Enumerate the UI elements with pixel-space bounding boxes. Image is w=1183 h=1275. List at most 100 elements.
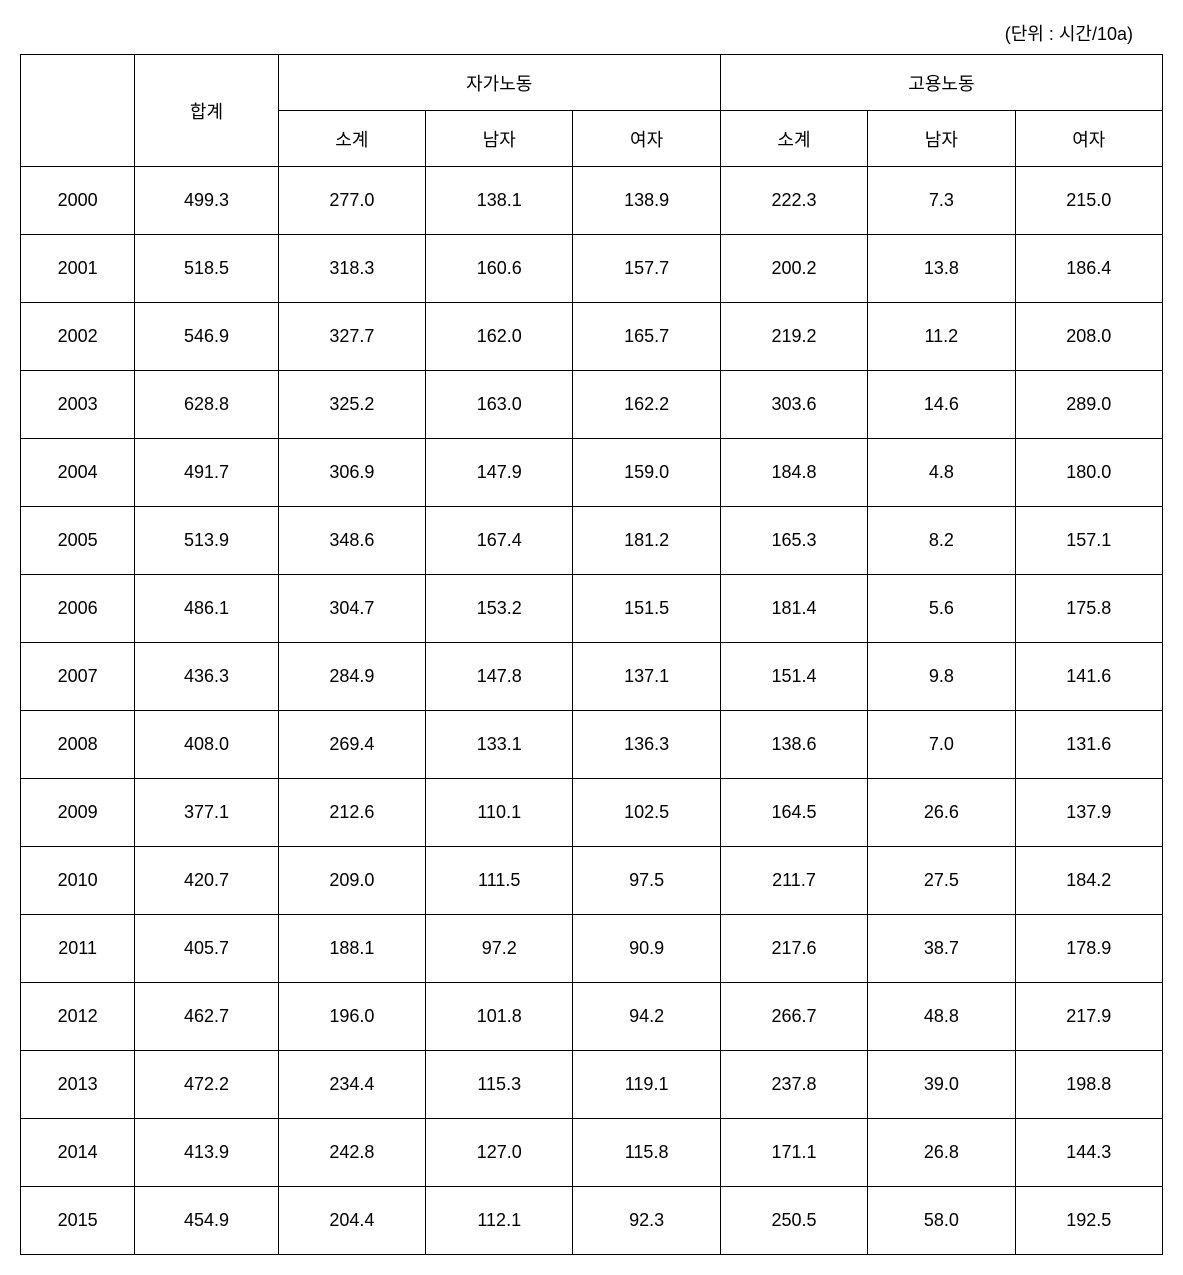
- header-blank: [21, 55, 135, 167]
- cell-g1-female: 115.8: [573, 1119, 720, 1187]
- cell-g1-female: 119.1: [573, 1051, 720, 1119]
- cell-total: 413.9: [135, 1119, 278, 1187]
- cell-g1-male: 160.6: [426, 235, 573, 303]
- table-row: 2008408.0269.4133.1136.3138.67.0131.6: [21, 711, 1163, 779]
- table-body: 2000499.3277.0138.1138.9222.37.3215.0200…: [21, 167, 1163, 1255]
- cell-total: 377.1: [135, 779, 278, 847]
- cell-g2-male: 48.8: [868, 983, 1015, 1051]
- cell-g2-female: 289.0: [1015, 371, 1162, 439]
- cell-g2-female: 141.6: [1015, 643, 1162, 711]
- cell-g2-male: 7.3: [868, 167, 1015, 235]
- cell-g2-subtotal: 219.2: [720, 303, 867, 371]
- cell-g2-female: 175.8: [1015, 575, 1162, 643]
- cell-total: 491.7: [135, 439, 278, 507]
- table-row: 2011405.7188.197.290.9217.638.7178.9: [21, 915, 1163, 983]
- header-group2: 고용노동: [720, 55, 1162, 111]
- cell-g2-male: 9.8: [868, 643, 1015, 711]
- cell-g1-female: 136.3: [573, 711, 720, 779]
- cell-g1-subtotal: 318.3: [278, 235, 425, 303]
- header-group1: 자가노동: [278, 55, 720, 111]
- cell-g2-subtotal: 181.4: [720, 575, 867, 643]
- cell-g1-subtotal: 306.9: [278, 439, 425, 507]
- cell-total: 518.5: [135, 235, 278, 303]
- cell-g2-male: 26.8: [868, 1119, 1015, 1187]
- cell-g1-male: 163.0: [426, 371, 573, 439]
- table-row: 2012462.7196.0101.894.2266.748.8217.9: [21, 983, 1163, 1051]
- cell-g2-female: 137.9: [1015, 779, 1162, 847]
- cell-g1-subtotal: 284.9: [278, 643, 425, 711]
- cell-g2-male: 27.5: [868, 847, 1015, 915]
- cell-g2-subtotal: 266.7: [720, 983, 867, 1051]
- cell-g2-female: 208.0: [1015, 303, 1162, 371]
- cell-year: 2007: [21, 643, 135, 711]
- cell-g1-subtotal: 209.0: [278, 847, 425, 915]
- cell-year: 2009: [21, 779, 135, 847]
- header-g2-male: 남자: [868, 111, 1015, 167]
- table-row: 2000499.3277.0138.1138.9222.37.3215.0: [21, 167, 1163, 235]
- cell-g2-male: 26.6: [868, 779, 1015, 847]
- cell-g2-subtotal: 303.6: [720, 371, 867, 439]
- cell-g2-female: 215.0: [1015, 167, 1162, 235]
- cell-g2-subtotal: 164.5: [720, 779, 867, 847]
- cell-g2-female: 198.8: [1015, 1051, 1162, 1119]
- table-row: 2006486.1304.7153.2151.5181.45.6175.8: [21, 575, 1163, 643]
- cell-g2-female: 144.3: [1015, 1119, 1162, 1187]
- header-g2-subtotal: 소계: [720, 111, 867, 167]
- cell-g2-subtotal: 222.3: [720, 167, 867, 235]
- cell-g1-female: 138.9: [573, 167, 720, 235]
- cell-g1-male: 133.1: [426, 711, 573, 779]
- cell-g2-male: 8.2: [868, 507, 1015, 575]
- header-g2-female: 여자: [1015, 111, 1162, 167]
- cell-g1-female: 92.3: [573, 1187, 720, 1255]
- cell-g2-subtotal: 171.1: [720, 1119, 867, 1187]
- cell-year: 2001: [21, 235, 135, 303]
- table-row: 2007436.3284.9147.8137.1151.49.8141.6: [21, 643, 1163, 711]
- cell-total: 472.2: [135, 1051, 278, 1119]
- cell-g1-female: 159.0: [573, 439, 720, 507]
- cell-year: 2003: [21, 371, 135, 439]
- cell-g1-male: 101.8: [426, 983, 573, 1051]
- cell-g1-subtotal: 196.0: [278, 983, 425, 1051]
- table-row: 2015454.9204.4112.192.3250.558.0192.5: [21, 1187, 1163, 1255]
- cell-year: 2010: [21, 847, 135, 915]
- cell-total: 513.9: [135, 507, 278, 575]
- table-row: 2005513.9348.6167.4181.2165.38.2157.1: [21, 507, 1163, 575]
- cell-g1-female: 137.1: [573, 643, 720, 711]
- cell-g2-male: 58.0: [868, 1187, 1015, 1255]
- cell-year: 2006: [21, 575, 135, 643]
- cell-year: 2005: [21, 507, 135, 575]
- cell-g2-subtotal: 200.2: [720, 235, 867, 303]
- cell-g2-subtotal: 151.4: [720, 643, 867, 711]
- table-row: 2002546.9327.7162.0165.7219.211.2208.0: [21, 303, 1163, 371]
- cell-g1-subtotal: 269.4: [278, 711, 425, 779]
- cell-g2-female: 131.6: [1015, 711, 1162, 779]
- cell-g2-female: 178.9: [1015, 915, 1162, 983]
- cell-g1-subtotal: 348.6: [278, 507, 425, 575]
- cell-g1-subtotal: 325.2: [278, 371, 425, 439]
- cell-g2-female: 157.1: [1015, 507, 1162, 575]
- cell-year: 2000: [21, 167, 135, 235]
- cell-g2-male: 14.6: [868, 371, 1015, 439]
- unit-label: (단위 : 시간/10a): [20, 20, 1163, 46]
- cell-g1-male: 153.2: [426, 575, 573, 643]
- cell-year: 2002: [21, 303, 135, 371]
- cell-year: 2015: [21, 1187, 135, 1255]
- cell-total: 499.3: [135, 167, 278, 235]
- cell-total: 628.8: [135, 371, 278, 439]
- cell-g1-male: 111.5: [426, 847, 573, 915]
- cell-g2-male: 4.8: [868, 439, 1015, 507]
- cell-g2-subtotal: 165.3: [720, 507, 867, 575]
- cell-g1-male: 127.0: [426, 1119, 573, 1187]
- cell-g1-male: 97.2: [426, 915, 573, 983]
- cell-g1-subtotal: 277.0: [278, 167, 425, 235]
- cell-g2-subtotal: 184.8: [720, 439, 867, 507]
- cell-year: 2011: [21, 915, 135, 983]
- cell-g1-subtotal: 188.1: [278, 915, 425, 983]
- cell-g1-female: 102.5: [573, 779, 720, 847]
- cell-g2-female: 217.9: [1015, 983, 1162, 1051]
- header-g1-male: 남자: [426, 111, 573, 167]
- cell-g2-male: 39.0: [868, 1051, 1015, 1119]
- cell-g2-male: 11.2: [868, 303, 1015, 371]
- cell-g1-subtotal: 242.8: [278, 1119, 425, 1187]
- cell-g2-female: 180.0: [1015, 439, 1162, 507]
